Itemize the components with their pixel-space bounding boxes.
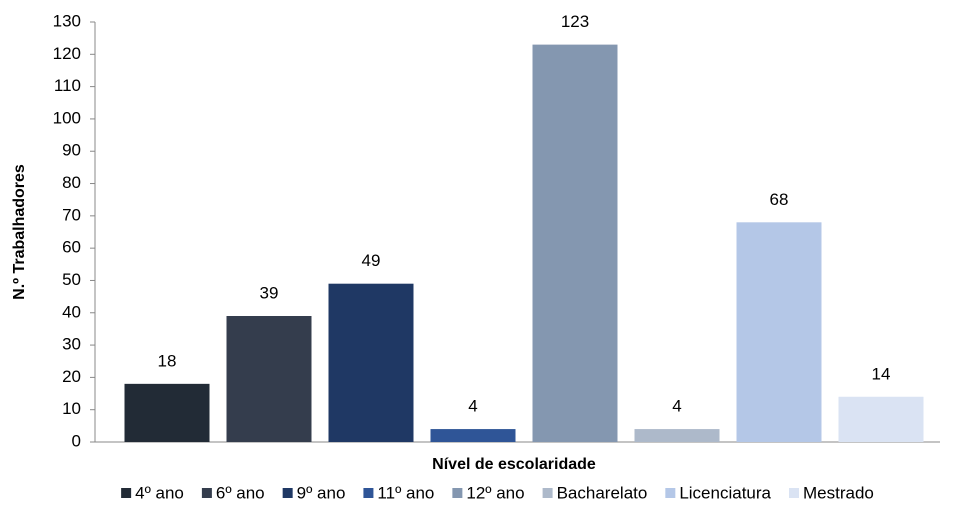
y-tick-label: 110 (54, 76, 81, 95)
y-tick-label: 20 (62, 367, 81, 386)
legend-swatch (121, 488, 132, 498)
data-label: 18 (158, 351, 177, 370)
y-tick-label: 40 (62, 302, 81, 321)
data-label: 68 (770, 190, 789, 209)
legend-swatch (201, 488, 212, 498)
bar (124, 383, 210, 442)
legend-label: 6º ano (216, 483, 265, 502)
legend-label: 4º ano (135, 483, 184, 502)
y-axis-title: N.º Trabalhadores (11, 164, 28, 300)
bar (736, 222, 822, 442)
x-axis-title: Nível de escolaridade (432, 456, 596, 473)
bar (532, 44, 618, 442)
y-tick-label: 80 (62, 173, 81, 192)
legend-swatch (452, 488, 463, 498)
y-tick-label: 120 (53, 44, 81, 63)
legend-swatch (789, 488, 799, 498)
bar (430, 429, 516, 442)
data-label: 49 (362, 251, 381, 270)
data-label: 4 (672, 397, 681, 416)
data-label: 39 (260, 283, 279, 302)
bar (328, 283, 414, 442)
legend-label: 9º ano (297, 483, 346, 502)
y-tick-label: 70 (62, 205, 81, 224)
legend-swatch (363, 488, 374, 498)
legend-label: Mestrado (803, 483, 874, 502)
data-label: 14 (872, 364, 891, 383)
legend-label: Bacharelato (557, 483, 648, 502)
legend-swatch (665, 488, 676, 498)
y-tick-label: 30 (62, 335, 81, 354)
y-tick-label: 130 (53, 11, 81, 30)
legend-swatch (542, 488, 553, 498)
y-tick-label: 50 (62, 270, 81, 289)
legend-label: Licenciatura (679, 483, 771, 502)
legend-swatch (282, 488, 293, 498)
y-tick-label: 60 (62, 238, 81, 257)
legend-label: 11º ano (377, 483, 434, 502)
y-tick-label: 10 (62, 399, 81, 418)
bar (634, 429, 720, 442)
legend-label: 12º ano (466, 483, 524, 502)
data-label: 123 (561, 12, 589, 31)
y-tick-label: 90 (62, 141, 81, 160)
data-label: 4 (468, 397, 477, 416)
y-tick-label: 100 (53, 108, 81, 127)
bar (226, 316, 312, 442)
bar (838, 396, 924, 442)
y-tick-label: 0 (72, 431, 81, 450)
